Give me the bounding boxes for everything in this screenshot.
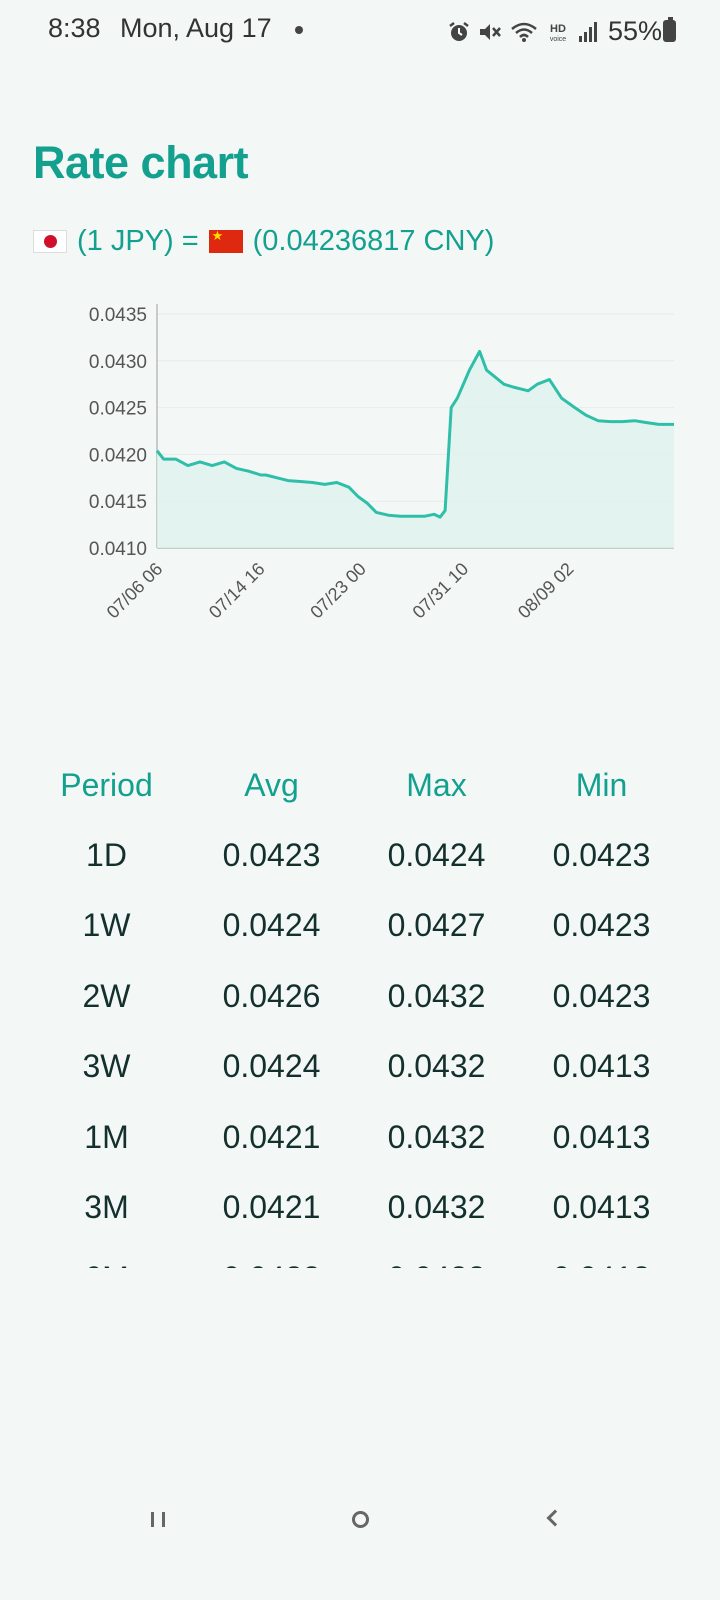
- max-cell: 0.0432: [387, 1189, 486, 1226]
- stats-table-container[interactable]: Period Avg Max Min 1D 0.0423 0.0424 0.04…: [24, 750, 684, 1269]
- notification-dot: [295, 26, 303, 34]
- hd-voice-icon: HD voice: [550, 23, 566, 43]
- x-tick-label: 07/23 00: [306, 559, 370, 623]
- recent-apps-icon[interactable]: [151, 1512, 165, 1527]
- y-tick-label: 0.0425: [89, 399, 147, 420]
- rate-chart-svg: 0.0435 0.0430 0.0425 0.0420 0.0415 0.041007/0…: [89, 304, 674, 623]
- min-cell: 0.0413: [552, 1118, 651, 1155]
- stats-row: 3M 0.0421 0.0432 0.0413: [24, 1173, 684, 1244]
- period-cell: 3W: [82, 1048, 131, 1085]
- status-bar: 8:38 Mon, Aug 17 HD voice 55%: [0, 0, 720, 60]
- x-tick-label: 07/06 06: [103, 559, 167, 623]
- period-cell: 1W: [82, 907, 131, 944]
- period-cell: 1D: [86, 836, 127, 873]
- status-date: Mon, Aug 17: [120, 13, 272, 43]
- avg-cell: 0.0424: [222, 1048, 321, 1085]
- alarm-icon: [449, 21, 469, 41]
- period-cell: 2W: [82, 977, 131, 1014]
- rate-equals: =: [181, 224, 199, 257]
- min-cell: 0.0423: [552, 907, 651, 944]
- japan-flag-icon: [33, 229, 67, 253]
- status-icons: HD voice 55%: [448, 16, 662, 47]
- y-tick-label: 0.0415: [89, 492, 147, 513]
- rate-to-text: (0.04236817 CNY): [252, 224, 495, 257]
- status-time: 8:38: [48, 13, 101, 43]
- header-period: Period: [60, 766, 153, 803]
- max-cell: 0.0432: [387, 977, 486, 1014]
- rate-line: (1 JPY) = (0.04236817 CNY): [33, 224, 494, 258]
- max-cell: 0.0427: [387, 907, 486, 944]
- avg-cell: 0.0422: [189, 1243, 354, 1268]
- header-min: Min: [575, 766, 628, 803]
- mute-icon: [479, 23, 501, 40]
- svg-text:voice: voice: [550, 36, 566, 43]
- rate-chart: 0.0435 0.0430 0.0425 0.0420 0.0415 0.0410 07/0…: [0, 290, 720, 650]
- svg-text:HD: HD: [550, 23, 566, 35]
- period-cell: 3M: [84, 1189, 129, 1226]
- stats-row: 1M 0.0421 0.0432 0.0413: [24, 1102, 684, 1173]
- avg-cell: 0.0423: [222, 836, 321, 873]
- y-tick-label: 0.0435: [89, 305, 147, 326]
- max-cell: 0.0432: [387, 1118, 486, 1155]
- x-tick-label: 07/31 10: [409, 559, 473, 623]
- x-tick-label: 07/14 16: [205, 559, 269, 623]
- home-icon[interactable]: [352, 1511, 369, 1528]
- series-line: [155, 349, 674, 519]
- battery-icon: [663, 17, 676, 42]
- avg-cell: 0.0421: [222, 1118, 321, 1155]
- battery-percentage: 55%: [607, 16, 662, 46]
- min-cell: 0.0413: [552, 1048, 651, 1085]
- y-tick-label: 0.0430: [89, 352, 147, 373]
- back-icon[interactable]: [546, 1509, 564, 1527]
- navigation-bar: [0, 1490, 720, 1550]
- avg-cell: 0.0424: [222, 907, 321, 944]
- china-flag-icon: [208, 229, 243, 253]
- max-cell: 0.0424: [387, 836, 486, 873]
- stats-header-row: Period Avg Max Min: [24, 750, 684, 820]
- max-cell: 0.0432: [387, 1048, 486, 1085]
- avg-cell: 0.0426: [222, 977, 321, 1014]
- signal-icon: [578, 21, 597, 42]
- max-cell: 0.0432: [354, 1243, 519, 1268]
- stats-row: 1W 0.0424 0.0427 0.0423: [24, 891, 684, 962]
- min-cell: 0.0413: [519, 1243, 684, 1268]
- y-tick-label: 0.0420: [89, 445, 147, 466]
- min-cell: 0.0423: [552, 836, 651, 873]
- period-cell: 1M: [84, 1118, 129, 1155]
- header-max: Max: [406, 766, 467, 803]
- period-cell: 6M: [24, 1243, 189, 1268]
- stats-row: 1D 0.0423 0.0424 0.0423: [24, 820, 684, 891]
- y-tick-label: 0.0410: [89, 539, 147, 560]
- header-avg: Avg: [244, 766, 299, 803]
- stats-row: 2W 0.0426 0.0432 0.0423: [24, 961, 684, 1032]
- min-cell: 0.0413: [552, 1189, 651, 1226]
- stats-table: Period Avg Max Min 1D 0.0423 0.0424 0.04…: [24, 750, 684, 1269]
- rate-from-text: (1 JPY): [77, 224, 174, 257]
- wifi-icon: [511, 22, 537, 42]
- x-tick-label: 08/09 02: [514, 559, 578, 623]
- page-title: Rate chart: [33, 137, 249, 188]
- series-area: [157, 351, 674, 548]
- stats-row: 3W 0.0424 0.0432 0.0413: [24, 1032, 684, 1103]
- avg-cell: 0.0421: [222, 1189, 321, 1226]
- stats-row: 6M 0.0422 0.0432 0.0413: [24, 1243, 684, 1268]
- min-cell: 0.0423: [552, 977, 651, 1014]
